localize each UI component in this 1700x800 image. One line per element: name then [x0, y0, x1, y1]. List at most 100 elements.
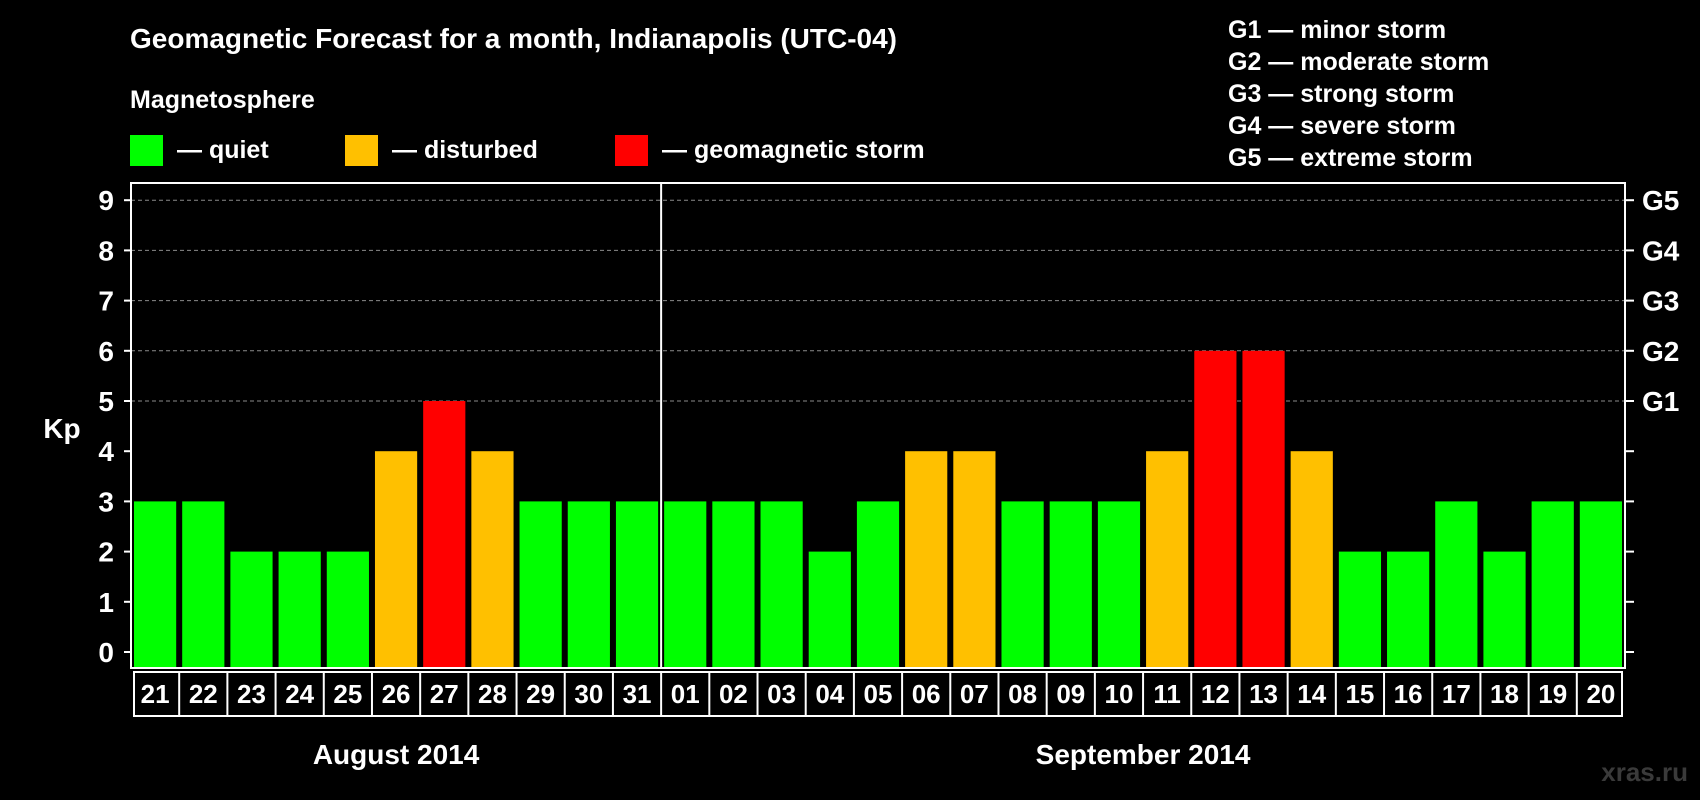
- right-axis-label-G3: G3: [1642, 286, 1679, 317]
- x-tick-label-29: 29: [526, 679, 555, 709]
- bars: [134, 350, 1622, 668]
- bar-06: [905, 451, 948, 668]
- x-tick-label-15: 15: [1345, 679, 1374, 709]
- y-tick-label-5: 5: [98, 386, 114, 417]
- bar-08: [1001, 501, 1044, 668]
- bar-13: [1242, 350, 1285, 668]
- x-tick-label-13: 13: [1249, 679, 1278, 709]
- g-scale-item-5: G5 — extreme storm: [1228, 144, 1473, 172]
- legend-swatch-2: [345, 135, 378, 166]
- y-axis-label: Kp: [43, 413, 80, 444]
- g-scale-item-3: G3 — strong storm: [1228, 80, 1454, 108]
- bar-29: [519, 501, 562, 668]
- bar-09: [1049, 501, 1092, 668]
- watermark: xras.ru: [1601, 757, 1688, 787]
- bar-24: [278, 551, 321, 668]
- month-labels: August 2014 September 2014: [313, 739, 1251, 770]
- bar-15: [1338, 551, 1382, 668]
- legend-label-1: — quiet: [177, 136, 269, 164]
- x-tick-label-04: 04: [815, 679, 844, 709]
- y-tick-label-8: 8: [98, 235, 114, 266]
- x-tick-label-12: 12: [1201, 679, 1230, 709]
- x-label-row-frame: [133, 671, 1623, 717]
- bar-05: [856, 501, 900, 668]
- plot-frame: [130, 182, 1626, 669]
- bar-31: [615, 501, 659, 668]
- x-tick-label-08: 08: [1008, 679, 1037, 709]
- legend: — quiet — disturbed — geomagnetic storm: [130, 135, 925, 166]
- bar-21: [134, 501, 177, 668]
- y-tick-label-2: 2: [98, 537, 114, 568]
- x-tick-label-21: 21: [141, 679, 170, 709]
- g-scale-item-1: G1 — minor storm: [1228, 16, 1446, 44]
- x-tick-label-25: 25: [333, 679, 362, 709]
- x-tick-label-14: 14: [1297, 679, 1326, 709]
- bar-28: [471, 451, 514, 668]
- bar-30: [567, 501, 610, 668]
- x-tick-label-17: 17: [1442, 679, 1471, 709]
- x-tick-label-16: 16: [1394, 679, 1423, 709]
- x-tick-label-18: 18: [1490, 679, 1519, 709]
- x-tick-label-02: 02: [719, 679, 748, 709]
- g-scale-legend: G1 — minor storm G2 — moderate storm G3 — …: [1228, 16, 1489, 172]
- x-tick-label-10: 10: [1105, 679, 1134, 709]
- bar-20: [1579, 501, 1622, 668]
- x-tick-label-22: 22: [189, 679, 218, 709]
- x-tick-label-30: 30: [574, 679, 603, 709]
- month-label-2: September 2014: [1036, 739, 1251, 770]
- x-tick-label-26: 26: [382, 679, 411, 709]
- y-tick-label-9: 9: [98, 185, 114, 216]
- legend-swatch-1: [130, 135, 163, 166]
- legend-label-2: — disturbed: [392, 136, 538, 164]
- bar-17: [1435, 501, 1478, 668]
- axes: 0 1 2 3 4 5 6 7 8 9 G1 G2 G3 G4 G5: [98, 182, 1680, 669]
- legend-label-3: — geomagnetic storm: [662, 136, 925, 164]
- bar-03: [760, 501, 803, 668]
- bar-10: [1097, 501, 1141, 668]
- x-tick-label-03: 03: [767, 679, 796, 709]
- x-tick-label-19: 19: [1538, 679, 1567, 709]
- bar-25: [326, 551, 369, 668]
- g-scale-item-2: G2 — moderate storm: [1228, 48, 1489, 76]
- x-tick-label-31: 31: [623, 679, 652, 709]
- bar-19: [1531, 501, 1574, 668]
- legend-heading: Magnetosphere: [130, 86, 315, 114]
- bar-11: [1146, 451, 1189, 668]
- grid: [131, 199, 1625, 402]
- x-tick-label-09: 09: [1056, 679, 1085, 709]
- x-tick-label-24: 24: [285, 679, 314, 709]
- y-tick-label-7: 7: [98, 286, 114, 317]
- bar-22: [182, 501, 225, 668]
- bar-27: [423, 401, 466, 668]
- x-tick-label-20: 20: [1586, 679, 1615, 709]
- right-axis-label-G5: G5: [1642, 185, 1679, 216]
- y-tick-label-1: 1: [98, 587, 114, 618]
- x-tick-label-27: 27: [430, 679, 459, 709]
- x-tick-label-11: 11: [1153, 679, 1181, 709]
- x-tick-label-28: 28: [478, 679, 507, 709]
- legend-swatch-3: [615, 135, 648, 166]
- x-tick-label-05: 05: [864, 679, 893, 709]
- bar-16: [1387, 551, 1430, 668]
- y-tick-label-3: 3: [98, 486, 114, 517]
- bar-12: [1194, 350, 1237, 668]
- y-tick-label-6: 6: [98, 336, 114, 367]
- bar-23: [230, 551, 273, 668]
- right-axis-label-G1: G1: [1642, 386, 1679, 417]
- bar-02: [712, 501, 755, 668]
- g-scale-item-4: G4 — severe storm: [1228, 112, 1456, 140]
- x-tick-label-23: 23: [237, 679, 266, 709]
- x-tick-label-06: 06: [912, 679, 941, 709]
- x-tick-labels: 21 22 23 24 25 26 27 28 29 30 31 01 02 03 04 05 06 07 08 09…: [133, 671, 1623, 717]
- bar-04: [808, 551, 851, 668]
- right-axis-label-G4: G4: [1642, 235, 1680, 266]
- bar-01: [664, 501, 707, 668]
- y-tick-label-0: 0: [98, 637, 114, 668]
- x-tick-label-01: 01: [671, 679, 700, 709]
- right-axis-label-G2: G2: [1642, 336, 1679, 367]
- x-tick-label-07: 07: [960, 679, 989, 709]
- bar-07: [953, 451, 996, 668]
- chart-title: Geomagnetic Forecast for a month, Indian…: [130, 23, 897, 54]
- month-label-1: August 2014: [313, 739, 480, 770]
